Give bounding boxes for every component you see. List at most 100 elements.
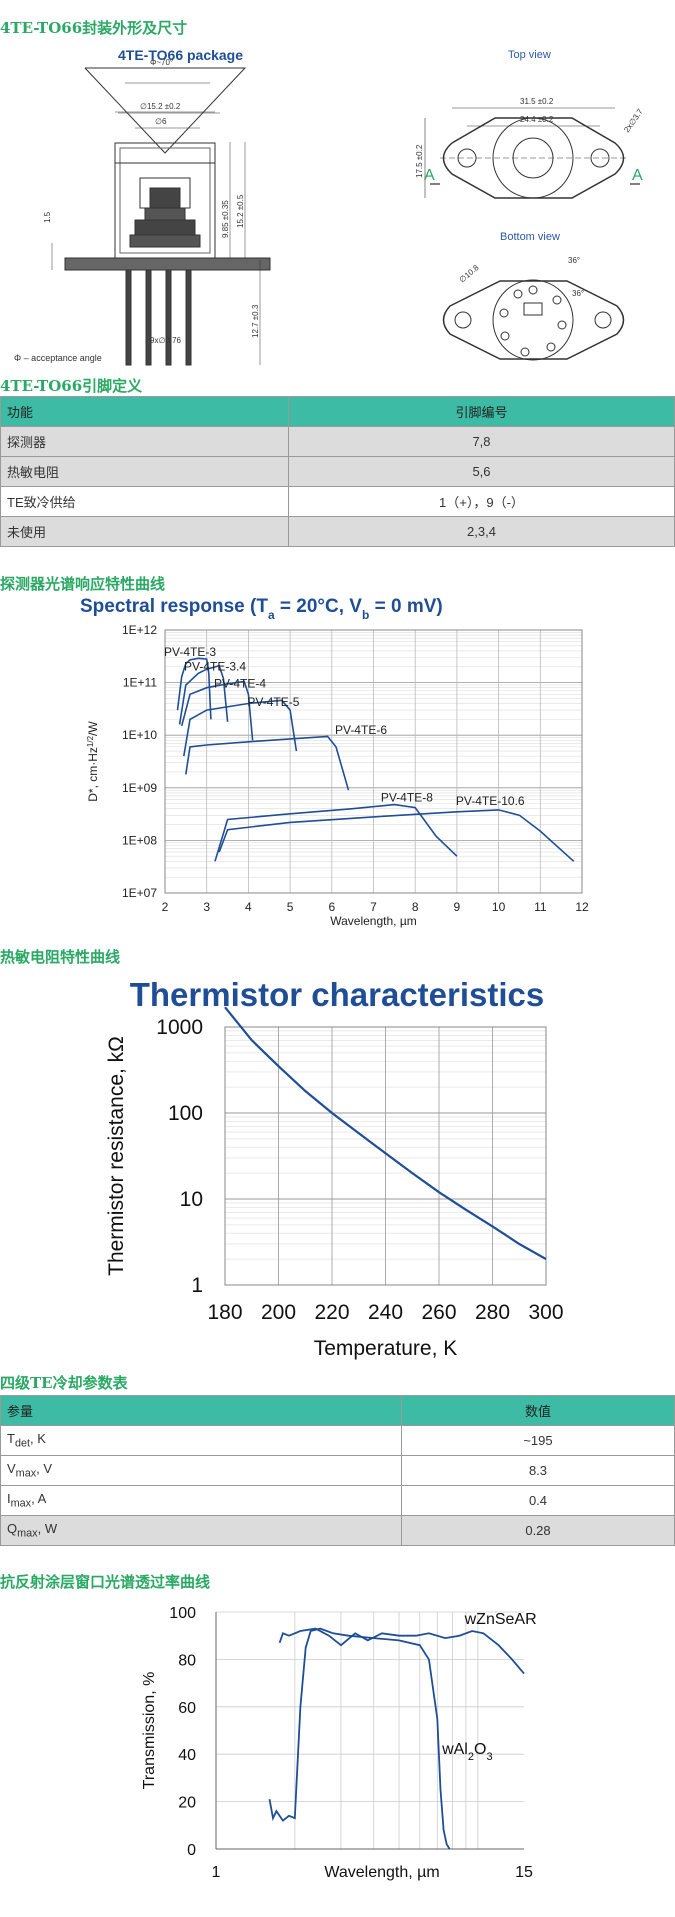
x-tick-label: 200	[261, 1301, 296, 1324]
chart-title: Thermistor characteristics	[130, 976, 545, 1013]
x-tick-label: 280	[475, 1301, 510, 1324]
dim-h127: 12.7 ±0.3	[251, 304, 260, 338]
plot-frame	[224, 1026, 547, 1286]
series-line	[268, 1627, 451, 1850]
pin-function: 热敏电阻	[0, 456, 289, 487]
series-label: PV-4TE-3	[164, 645, 216, 659]
param-value: ~195	[401, 1425, 675, 1456]
y-tick-label: 100	[169, 1605, 196, 1622]
x-tick-label: 11	[534, 900, 547, 914]
pin-table: 功能 引脚编号 探测器 7,8 热敏电阻 5,6 TE致冷供给 1（+），9（-…	[0, 396, 675, 547]
x-tick-label: 260	[421, 1301, 456, 1324]
dim-h15: 1.5	[43, 211, 52, 223]
x-tick-label: 12	[575, 900, 589, 914]
x-tick-label: 15	[515, 1864, 533, 1881]
section-a-left-label: A	[424, 167, 435, 184]
param-symbol: I	[7, 1491, 11, 1507]
y-tick-label: 1	[191, 1274, 203, 1297]
dim-ang2: 36°	[572, 289, 584, 298]
dim-h175: 17.5 ±0.2	[415, 144, 424, 178]
table-row: Qmax, W 0.28	[0, 1515, 675, 1546]
y-tick-label: 80	[178, 1652, 196, 1669]
section-title-spectral: 探测器光谱响应特性曲线	[0, 575, 166, 593]
param-unit: , W	[37, 1521, 58, 1537]
series-line	[183, 699, 298, 757]
pin-numbers: 7,8	[288, 426, 675, 457]
dim-w244: 24.4 ±0.2	[520, 115, 554, 124]
x-tick-label: 240	[368, 1301, 403, 1324]
x-tick-label: 2	[162, 900, 169, 914]
pin-function: 探测器	[0, 426, 289, 457]
y-tick-label: 1E+11	[123, 676, 157, 690]
series-label: PV-4TE-8	[381, 790, 433, 804]
pin-numbers: 1（+），9（-）	[288, 486, 675, 517]
y-tick-label: 10	[180, 1188, 203, 1211]
x-axis-label: Temperature, K	[314, 1337, 458, 1360]
y-tick-label: 1E+10	[122, 728, 157, 742]
series-label: PV-4TE-6	[335, 723, 387, 737]
cooling-table: 参量 数值 Tdet, K ~195 Vmax, V 8.3 Imax, A 0…	[0, 1395, 675, 1546]
spectral-response-chart: Spectral response (Ta = 20°C, Vb = 0 mV)…	[80, 596, 589, 928]
y-axis-label: Thermistor resistance, kΩ	[105, 1036, 128, 1276]
y-tick-label: 1E+08	[122, 833, 157, 847]
series-line	[176, 657, 212, 720]
series-label: PV-4TE-4	[214, 677, 266, 691]
param-subscript: max	[10, 1497, 32, 1510]
acceptance-angle-note: Φ – acceptance angle	[14, 353, 102, 363]
dim-ang1: 36°	[568, 256, 580, 265]
x-tick-label: 180	[207, 1301, 242, 1324]
x-tick-label: 10	[492, 900, 506, 914]
param-subscript: det	[14, 1437, 31, 1450]
cooling-table-header-param: 参量	[0, 1395, 402, 1426]
series-line	[224, 1006, 547, 1261]
param-name: Qmax, W	[0, 1515, 402, 1546]
dim-d152: ∅15.2 ±0.2	[140, 102, 181, 111]
param-name: Tdet, K	[0, 1425, 402, 1456]
table-row: Vmax, V 8.3	[0, 1455, 675, 1486]
series-line	[214, 803, 458, 862]
package-title: 4TE-TO66 package	[118, 47, 243, 63]
series-label: wAl2O3	[441, 1741, 492, 1763]
plot-frame	[164, 629, 583, 894]
y-tick-label: 0	[187, 1842, 196, 1859]
y-tick-label: 60	[178, 1700, 196, 1717]
x-tick-label: 6	[328, 900, 335, 914]
x-axis-label: Wavelength, µm	[330, 914, 417, 928]
y-axis-label: Transmission, %	[141, 1672, 158, 1790]
section-title-pins: 4TE-TO66引脚定义	[0, 377, 143, 395]
series-label: PV-4TE-3.4	[184, 659, 246, 673]
pin-numbers: 2,3,4	[288, 516, 675, 547]
param-symbol: Q	[7, 1521, 18, 1537]
top-view-label: Top view	[508, 49, 551, 61]
y-tick-label: 100	[168, 1102, 203, 1125]
table-row: Imax, A 0.4	[0, 1485, 675, 1516]
y-tick-label: 1E+09	[122, 781, 157, 795]
series-line	[178, 664, 229, 725]
table-row: 热敏电阻 5,6	[0, 456, 675, 487]
package-drawing: Φ~70° ∅15.2 ±0.2 ∅6 9.85 ±0.35 15.2 ±0.5…	[14, 47, 645, 366]
section-a-right-label: A	[632, 167, 643, 184]
x-tick-label: 3	[203, 900, 210, 914]
x-tick-label: 8	[412, 900, 419, 914]
param-name: Vmax, V	[0, 1455, 402, 1486]
x-tick-label: 1	[212, 1864, 221, 1881]
series-label: PV-4TE-10.6	[456, 794, 525, 808]
section-title-cooling: 四级TE冷却参数表	[0, 1374, 128, 1392]
param-unit: , A	[31, 1491, 47, 1507]
param-value: 0.4	[401, 1485, 675, 1516]
y-axis-label: D*, cm·Hz1/2/W	[86, 721, 101, 802]
x-tick-label: 300	[528, 1301, 563, 1324]
param-symbol: V	[7, 1461, 16, 1477]
dim-d6: ∅6	[155, 117, 167, 126]
section-title-window: 抗反射涂层窗口光谱透过率曲线	[0, 1573, 211, 1591]
param-subscript: max	[15, 1467, 37, 1480]
table-row: TE致冷供给 1（+），9（-）	[0, 486, 675, 517]
x-tick-label: 7	[370, 900, 377, 914]
x-axis-label: Wavelength, µm	[324, 1864, 439, 1881]
param-unit: , V	[36, 1461, 53, 1477]
x-tick-label: 220	[314, 1301, 349, 1324]
pin-table-header-function: 功能	[0, 396, 289, 427]
dim-pins: 9x∅0.76	[150, 336, 182, 345]
series-line	[180, 680, 254, 741]
y-tick-label: 1000	[156, 1016, 203, 1039]
